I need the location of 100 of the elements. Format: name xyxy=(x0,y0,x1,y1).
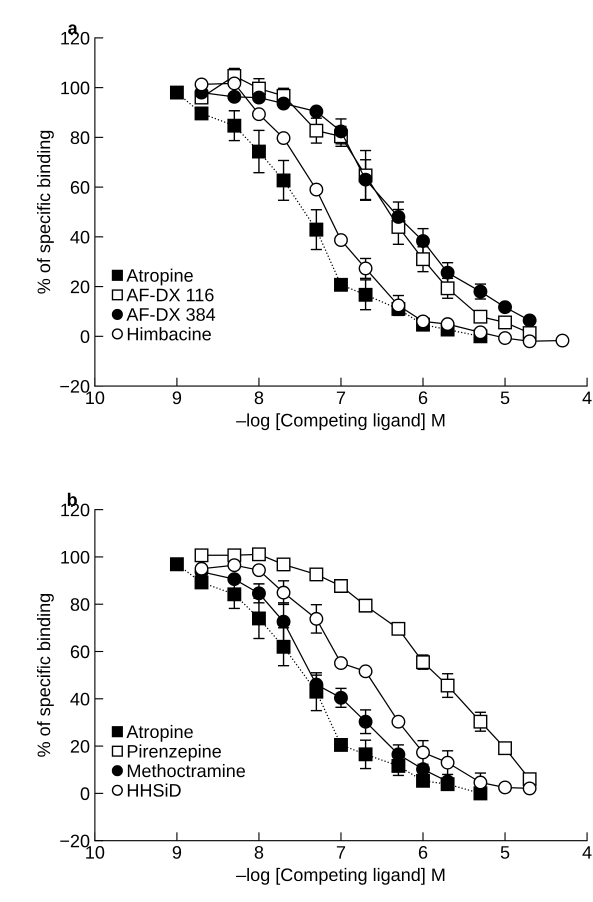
point xyxy=(498,315,512,330)
x-tick-label: 10 xyxy=(86,846,104,859)
y-tick-label: 80 xyxy=(70,131,90,144)
point xyxy=(440,281,455,296)
point xyxy=(440,266,455,280)
y-axis-title: % of specific binding xyxy=(37,594,54,757)
point xyxy=(358,288,373,302)
point xyxy=(440,678,455,692)
point xyxy=(276,96,290,110)
legend-label: Himbacine xyxy=(128,327,211,340)
point xyxy=(170,557,184,572)
point xyxy=(391,714,406,729)
point xyxy=(252,144,266,158)
point xyxy=(227,572,242,586)
x-tick-label: 6 xyxy=(418,846,428,859)
y-tick-label: 120 xyxy=(61,504,90,516)
point xyxy=(276,558,290,572)
point xyxy=(252,90,266,105)
legend-label: Atropine xyxy=(126,724,193,742)
legend-label: Atropine xyxy=(126,268,193,286)
point xyxy=(194,562,208,576)
point xyxy=(276,173,290,188)
point xyxy=(473,325,488,340)
point xyxy=(522,334,537,348)
point xyxy=(473,776,488,790)
point xyxy=(227,587,242,602)
x-axis-title: –log [Competing ligand] M xyxy=(236,413,444,430)
point xyxy=(498,300,512,314)
legend-label: Methoctramine xyxy=(128,764,246,778)
y-tick-label: −20 xyxy=(60,380,90,393)
point xyxy=(227,118,242,133)
point xyxy=(252,586,266,600)
point xyxy=(358,172,373,187)
y-tick-label: 20 xyxy=(70,740,90,753)
point xyxy=(358,747,373,762)
point xyxy=(416,746,430,760)
legend-label: HHSiD xyxy=(128,784,181,797)
point xyxy=(358,664,373,678)
point xyxy=(556,334,570,348)
point xyxy=(358,598,373,613)
point xyxy=(276,131,290,146)
point xyxy=(416,234,430,248)
point xyxy=(309,222,324,237)
point xyxy=(309,612,324,626)
legend-label: Pirenzepine xyxy=(128,744,221,762)
y-tick-label: 60 xyxy=(70,181,90,194)
point xyxy=(252,611,266,626)
point xyxy=(309,567,324,582)
point xyxy=(440,317,455,332)
point xyxy=(252,547,266,562)
x-tick-label: 4 xyxy=(582,392,592,404)
point xyxy=(334,690,348,705)
x-tick-label: 7 xyxy=(336,392,346,404)
x-tick-label: 5 xyxy=(500,392,510,404)
x-tick-label: 8 xyxy=(254,846,264,859)
point xyxy=(358,261,373,276)
x-tick-label: 5 xyxy=(500,846,510,859)
y-axis-title: % of specific binding xyxy=(37,130,54,294)
point xyxy=(473,714,488,729)
point xyxy=(276,640,290,654)
y-tick-label: 80 xyxy=(70,598,90,611)
point xyxy=(227,76,242,90)
x-tick-label: 4 xyxy=(582,846,592,859)
y-tick-label: 40 xyxy=(70,230,90,244)
point xyxy=(416,774,430,788)
point xyxy=(522,781,537,796)
point xyxy=(276,586,290,600)
point xyxy=(498,331,512,346)
point xyxy=(334,656,348,670)
point xyxy=(309,182,324,197)
point xyxy=(391,622,406,636)
y-tick-label: 0 xyxy=(80,787,90,800)
y-tick-label: 60 xyxy=(70,645,90,658)
point xyxy=(334,233,348,248)
point xyxy=(358,714,373,729)
chart-title: b xyxy=(68,492,77,506)
x-tick-label: 10 xyxy=(86,391,104,404)
y-tick-label: 20 xyxy=(70,280,90,294)
point xyxy=(309,104,324,118)
point xyxy=(498,741,512,756)
y-tick-label: 100 xyxy=(61,550,90,564)
point xyxy=(194,77,208,92)
point xyxy=(391,210,406,224)
point xyxy=(194,106,208,120)
x-tick-label: 9 xyxy=(172,846,182,859)
point xyxy=(252,563,266,578)
point xyxy=(416,314,430,328)
y-tick-label: −20 xyxy=(60,834,90,848)
point xyxy=(334,738,348,752)
point xyxy=(498,780,512,794)
point xyxy=(227,558,242,572)
point xyxy=(334,278,348,292)
x-tick-label: 7 xyxy=(336,846,346,859)
point xyxy=(522,313,537,328)
point xyxy=(309,124,324,138)
legend-label: AF-DX 384 xyxy=(126,308,216,321)
point xyxy=(334,579,348,593)
point xyxy=(276,614,290,629)
x-tick-label: 8 xyxy=(254,391,264,404)
point xyxy=(391,298,406,312)
